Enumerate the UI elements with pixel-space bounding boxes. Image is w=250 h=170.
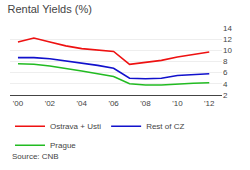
svg-text:'06: '06 <box>108 99 119 108</box>
svg-text:Rest of CZ: Rest of CZ <box>146 122 184 131</box>
svg-text:8: 8 <box>223 57 228 66</box>
svg-text:'04: '04 <box>77 99 88 108</box>
svg-text:Prague: Prague <box>50 141 76 150</box>
svg-text:'00: '00 <box>13 99 24 108</box>
svg-text:'10: '10 <box>172 99 183 108</box>
svg-text:Rental Yields (%): Rental Yields (%) <box>8 3 92 15</box>
svg-text:'08: '08 <box>140 99 151 108</box>
svg-text:'02: '02 <box>45 99 56 108</box>
svg-text:6: 6 <box>223 68 228 77</box>
svg-text:Ostrava + Usti: Ostrava + Usti <box>50 122 101 131</box>
svg-text:Source: CNB: Source: CNB <box>12 152 59 161</box>
svg-text:'12: '12 <box>204 99 215 108</box>
svg-text:2: 2 <box>223 91 228 100</box>
svg-text:4: 4 <box>223 80 228 89</box>
svg-text:14: 14 <box>223 24 232 33</box>
svg-text:12: 12 <box>223 35 232 44</box>
svg-text:10: 10 <box>223 46 232 55</box>
